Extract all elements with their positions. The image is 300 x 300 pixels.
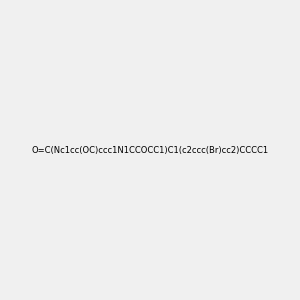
Text: O=C(Nc1cc(OC)ccc1N1CCOCC1)C1(c2ccc(Br)cc2)CCCC1: O=C(Nc1cc(OC)ccc1N1CCOCC1)C1(c2ccc(Br)cc… xyxy=(32,146,268,154)
